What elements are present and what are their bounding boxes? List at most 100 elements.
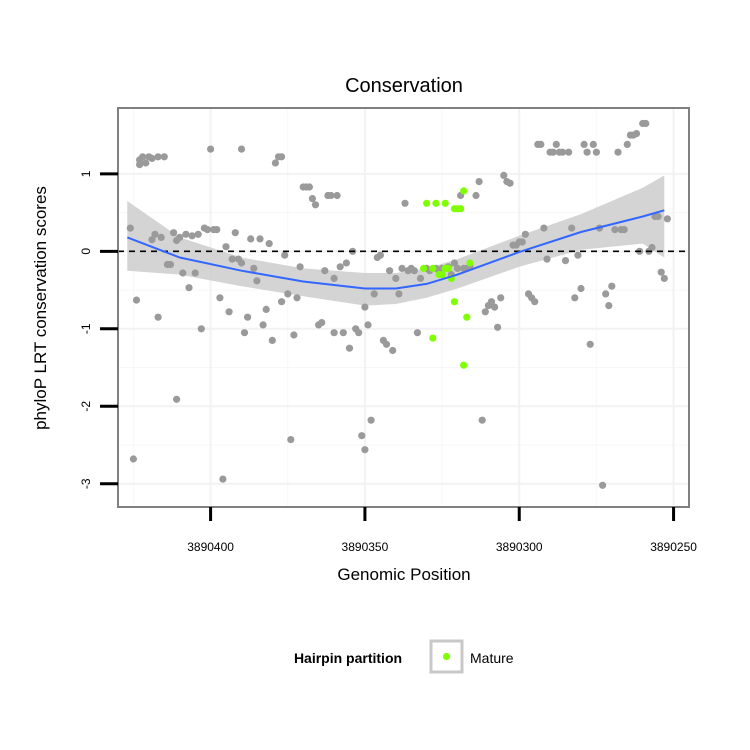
data-point-mature	[460, 187, 468, 195]
data-point	[170, 229, 178, 237]
data-point	[478, 416, 486, 424]
data-point	[173, 395, 181, 403]
data-point	[160, 153, 168, 161]
data-point	[216, 294, 224, 302]
data-point	[290, 331, 298, 339]
data-point	[271, 159, 279, 167]
data-point	[327, 191, 335, 200]
data-point	[382, 340, 391, 348]
x-axis: 3890400 3890350 3890300 3890250	[187, 507, 697, 554]
data-point	[157, 233, 165, 241]
data-point	[148, 236, 156, 244]
data-point	[401, 199, 409, 207]
data-point	[592, 148, 601, 156]
data-point	[660, 274, 668, 282]
data-point	[166, 260, 175, 269]
data-point	[154, 153, 162, 161]
data-point	[176, 233, 184, 241]
panel-background	[118, 108, 689, 507]
data-point	[203, 226, 212, 234]
plot-panel	[117, 107, 690, 508]
data-point	[284, 290, 292, 298]
y-tick-label: 0	[79, 248, 93, 255]
data-point	[568, 224, 576, 232]
data-point	[364, 321, 372, 329]
data-point	[549, 148, 557, 156]
data-point	[262, 305, 270, 313]
data-point	[311, 201, 320, 209]
data-point	[565, 148, 573, 156]
data-point	[244, 313, 252, 321]
data-point	[642, 119, 650, 128]
smooth-confidence-band	[127, 175, 665, 306]
data-point	[342, 259, 350, 267]
data-point	[398, 264, 406, 272]
data-point	[605, 302, 613, 310]
data-point	[648, 243, 656, 252]
data-point	[611, 226, 619, 234]
y-tick-label: 1	[79, 170, 93, 177]
data-point	[389, 346, 397, 355]
x-tick-label: 3890250	[650, 540, 697, 554]
data-point	[589, 140, 597, 148]
data-point	[222, 243, 230, 251]
data-point	[577, 284, 585, 293]
data-point	[518, 238, 526, 246]
data-point-mature	[429, 264, 437, 272]
data-point	[537, 140, 545, 148]
data-point	[540, 224, 548, 232]
data-point	[574, 251, 582, 259]
data-point-mature	[423, 199, 431, 207]
legend: Hairpin partition Mature	[294, 639, 514, 674]
data-point	[339, 329, 347, 337]
y-tick-label: -2	[79, 401, 93, 412]
data-point	[663, 215, 672, 223]
data-point	[240, 329, 249, 337]
data-point	[225, 308, 233, 316]
data-point	[197, 325, 205, 333]
data-point	[657, 268, 665, 276]
data-point	[278, 153, 286, 161]
data-point	[608, 282, 616, 290]
data-point	[321, 267, 329, 275]
data-point	[602, 290, 610, 298]
data-point-mature	[438, 271, 446, 279]
data-point	[410, 267, 418, 275]
data-point-mature	[450, 298, 458, 306]
data-point	[558, 148, 567, 156]
data-point	[358, 432, 366, 440]
legend-title: Hairpin partition	[294, 650, 402, 666]
data-point	[497, 294, 505, 302]
data-point	[620, 226, 628, 234]
smooth-trend-line	[126, 209, 665, 290]
data-point	[413, 329, 421, 337]
data-point	[370, 290, 378, 298]
data-point	[632, 130, 641, 138]
data-point	[521, 230, 530, 238]
data-point	[250, 264, 258, 272]
data-point	[318, 319, 326, 327]
data-point	[330, 329, 338, 337]
legend-key-box	[429, 639, 464, 674]
chart-title: Conservation	[345, 75, 463, 97]
data-point	[392, 274, 400, 282]
data-point	[231, 229, 239, 237]
data-point	[453, 264, 462, 272]
data-point	[487, 298, 496, 306]
data-point	[580, 140, 588, 148]
data-point	[543, 255, 551, 263]
data-point	[296, 263, 304, 271]
data-point	[376, 251, 384, 259]
data-point	[623, 140, 631, 148]
data-point	[139, 153, 147, 161]
data-point	[219, 475, 227, 483]
data-point	[583, 148, 591, 156]
data-point	[367, 416, 375, 424]
data-point	[293, 294, 301, 302]
data-point	[207, 145, 215, 153]
data-point	[614, 148, 622, 156]
data-point	[259, 321, 267, 329]
data-point	[506, 179, 514, 187]
data-point	[481, 308, 489, 316]
